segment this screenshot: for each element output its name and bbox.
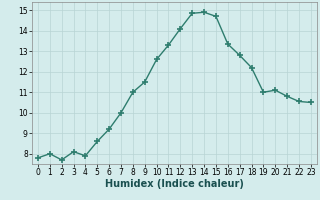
X-axis label: Humidex (Indice chaleur): Humidex (Indice chaleur) — [105, 179, 244, 189]
